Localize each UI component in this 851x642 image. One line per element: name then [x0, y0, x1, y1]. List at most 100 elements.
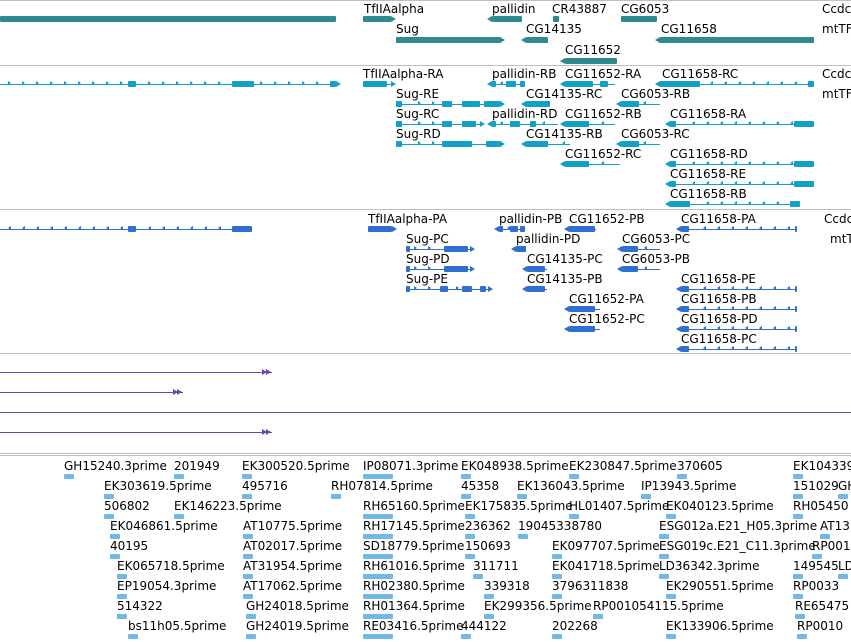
feature-label[interactable]: CG6053	[621, 2, 670, 16]
feature-label[interactable]: TfIIAalpha-PA	[368, 212, 448, 226]
est-feature[interactable]	[484, 594, 494, 599]
est-feature[interactable]	[795, 614, 805, 619]
feature-label[interactable]: EK303619.5prime	[104, 479, 212, 493]
exon-block[interactable]	[520, 81, 525, 87]
feature-label[interactable]: CG11658-RB	[670, 187, 747, 201]
est-feature[interactable]	[174, 474, 184, 479]
exon-block[interactable]	[527, 266, 545, 272]
gene-feature[interactable]	[396, 37, 500, 43]
est-feature[interactable]	[677, 474, 687, 479]
est-feature[interactable]	[363, 594, 393, 599]
exon-block[interactable]	[462, 101, 480, 107]
feature-label[interactable]: CG11652-RC	[565, 147, 642, 161]
est-feature[interactable]	[659, 554, 669, 559]
feature-label[interactable]: 339318	[484, 579, 530, 593]
feature-label[interactable]: 201949	[174, 459, 220, 473]
est-feature[interactable]	[363, 634, 393, 639]
exon-block[interactable]	[406, 266, 410, 272]
feature-label[interactable]: GH	[838, 479, 851, 493]
exon-block[interactable]	[232, 81, 254, 87]
feature-label[interactable]: EK097707.5prime	[552, 539, 660, 553]
feature-label[interactable]: CG11658-PD	[681, 312, 758, 326]
feature-label[interactable]: 40195	[110, 539, 149, 553]
est-feature[interactable]	[243, 594, 253, 599]
exon-block[interactable]	[622, 246, 638, 252]
est-feature[interactable]	[793, 514, 803, 519]
exon-block[interactable]	[530, 121, 536, 127]
est-feature[interactable]	[242, 494, 252, 499]
est-feature[interactable]	[465, 554, 475, 559]
feature-label[interactable]: Sug-PC	[406, 232, 449, 246]
feature-label[interactable]: GH24018.5prime	[246, 599, 349, 613]
feature-label[interactable]: TfIIAalpha-RA	[363, 67, 444, 81]
feature-label[interactable]: CG11652-PB	[569, 212, 645, 226]
feature-label[interactable]: TfIIAalpha	[364, 2, 425, 16]
feature-label[interactable]: 150693	[465, 539, 511, 553]
exon-block[interactable]	[660, 81, 700, 87]
feature-label[interactable]: 151029	[793, 479, 839, 493]
exon-block[interactable]	[526, 101, 550, 107]
est-feature[interactable]	[465, 514, 475, 519]
est-feature[interactable]	[838, 574, 848, 579]
est-feature[interactable]	[552, 574, 562, 579]
est-feature[interactable]	[104, 494, 114, 499]
feature-label[interactable]: RH05450	[793, 499, 849, 513]
exon-block[interactable]	[396, 121, 402, 127]
exon-block[interactable]	[565, 161, 589, 167]
feature-label[interactable]: EK041718.5prime	[552, 559, 660, 573]
est-feature[interactable]	[793, 594, 803, 599]
exon-block[interactable]	[527, 286, 545, 292]
exon-block[interactable]	[396, 101, 402, 107]
est-feature[interactable]	[484, 614, 494, 619]
exon-block[interactable]	[794, 121, 814, 127]
exon-block[interactable]	[794, 161, 814, 167]
exon-block[interactable]	[506, 81, 516, 87]
est-feature[interactable]	[104, 514, 114, 519]
est-feature[interactable]	[465, 534, 475, 539]
est-feature[interactable]	[641, 494, 651, 499]
feature-label[interactable]: CR43887	[552, 2, 607, 16]
feature-label[interactable]: CG11658-RE	[670, 167, 747, 181]
est-feature[interactable]	[363, 514, 393, 519]
feature-label[interactable]: 3796311838	[552, 579, 629, 593]
exon-block[interactable]	[670, 201, 690, 207]
feature-label[interactable]: 149545	[793, 559, 839, 573]
est-feature[interactable]	[793, 574, 803, 579]
feature-label[interactable]: CG11658	[661, 22, 717, 36]
est-feature[interactable]	[174, 514, 184, 519]
feature-label[interactable]: AT10775.5prime	[243, 519, 343, 533]
est-feature[interactable]	[246, 614, 256, 619]
feature-label[interactable]: CG6053-PB	[622, 252, 691, 266]
feature-label[interactable]: GH15240.3prime	[64, 459, 167, 473]
est-feature[interactable]	[363, 474, 393, 479]
exon-block[interactable]	[510, 226, 518, 232]
est-feature[interactable]	[64, 474, 74, 479]
est-feature[interactable]	[593, 614, 603, 619]
exon-block[interactable]	[569, 306, 595, 312]
exon-block[interactable]	[681, 346, 689, 352]
exon-block[interactable]	[600, 81, 608, 87]
feature-label[interactable]: 45358	[461, 479, 500, 493]
exon-block[interactable]	[808, 81, 814, 87]
gene-feature[interactable]	[492, 16, 522, 22]
exon-block[interactable]	[569, 326, 595, 332]
gene-feature[interactable]	[621, 16, 657, 22]
exon-block[interactable]	[442, 101, 452, 107]
gene-feature[interactable]	[553, 16, 559, 22]
gene-feature[interactable]	[0, 16, 336, 22]
est-feature[interactable]	[110, 534, 120, 539]
exon-block[interactable]	[681, 306, 689, 312]
feature-label[interactable]: AT02017.5prime	[243, 539, 343, 553]
exon-block[interactable]	[516, 246, 526, 252]
feature-label[interactable]: EK046861.5prime	[110, 519, 218, 533]
feature-label[interactable]: RP001054115.5prime	[593, 599, 724, 613]
est-feature[interactable]	[363, 554, 393, 559]
exon-block[interactable]	[232, 226, 252, 232]
exon-block[interactable]	[128, 81, 136, 87]
feature-label[interactable]: mtTF	[822, 22, 851, 36]
feature-label[interactable]: CG11652-PC	[569, 312, 645, 326]
est-feature[interactable]	[793, 474, 803, 479]
feature-label[interactable]: AT13	[820, 519, 850, 533]
exon-block[interactable]	[406, 286, 410, 292]
exon-block[interactable]	[442, 141, 472, 147]
